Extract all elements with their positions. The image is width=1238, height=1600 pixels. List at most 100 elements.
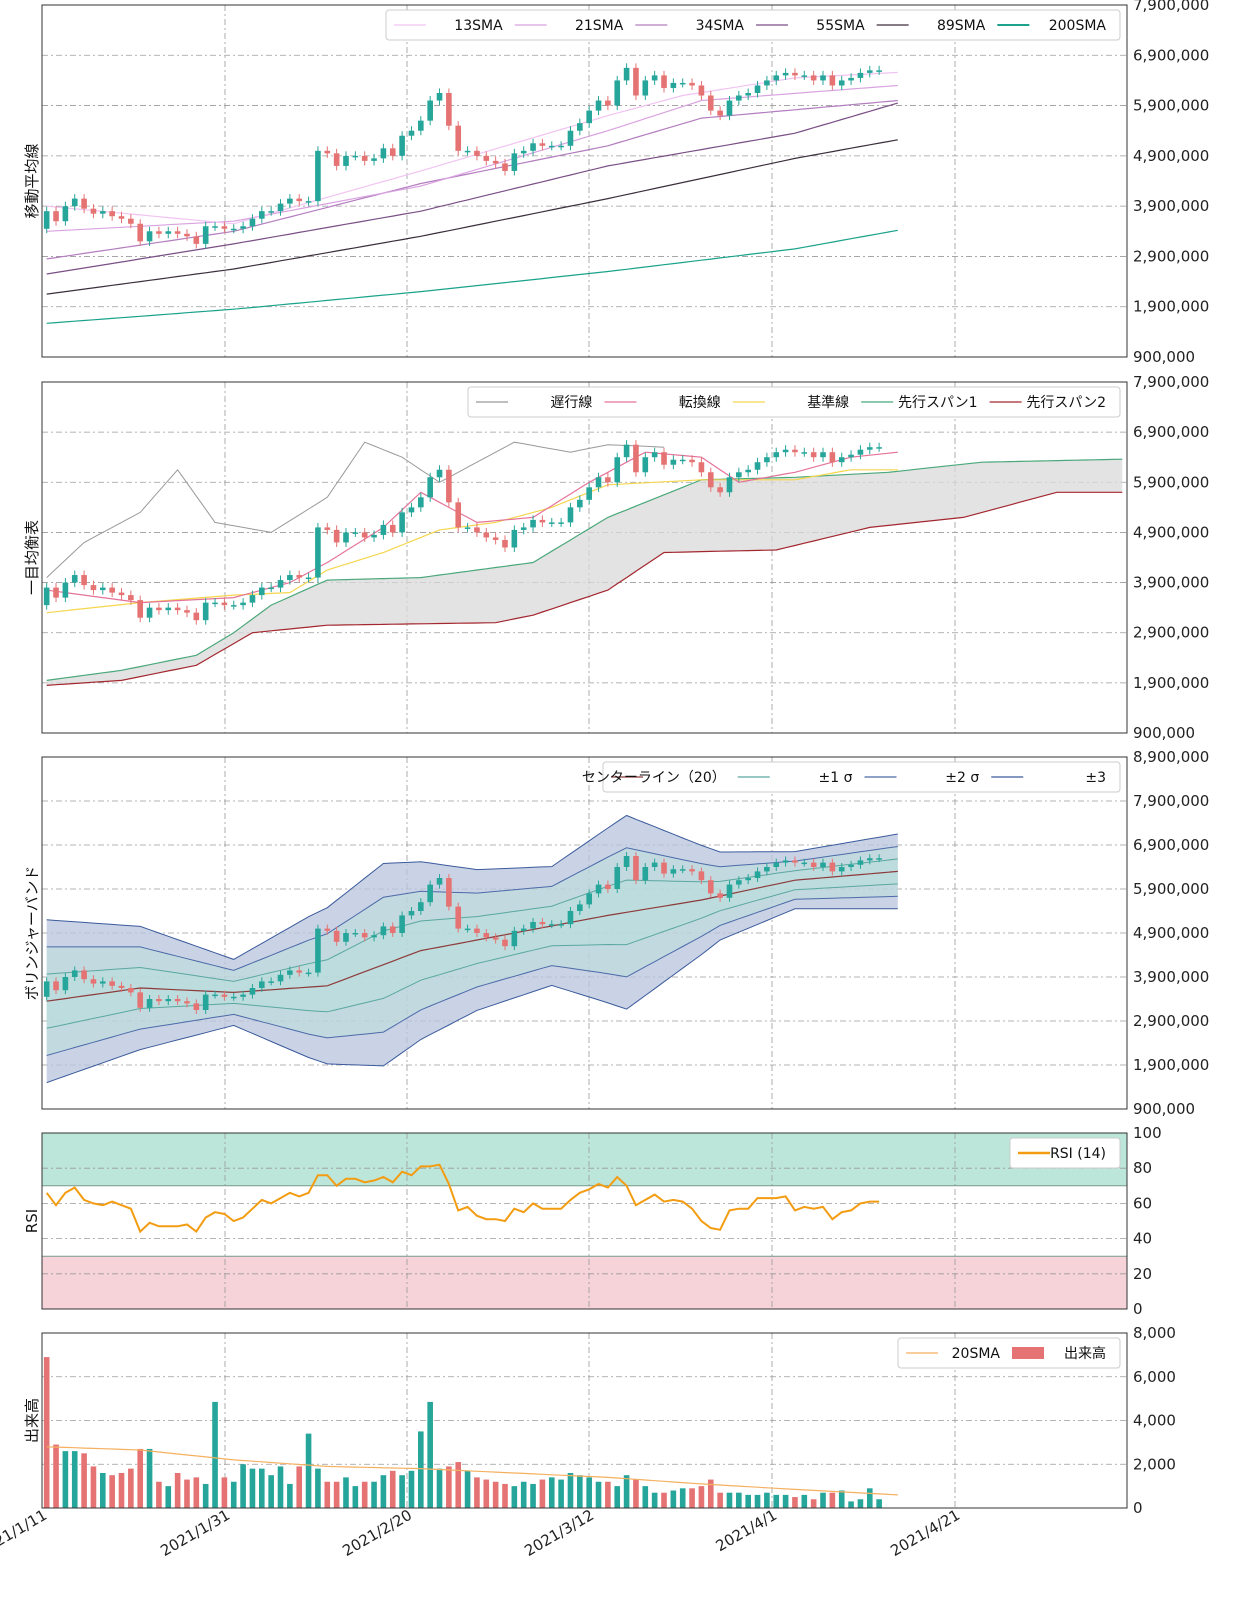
candle <box>109 211 115 217</box>
volume-bar <box>277 1466 284 1508</box>
candles-ichimoku <box>43 440 882 625</box>
candle <box>427 884 433 903</box>
volume-bar <box>324 1481 331 1508</box>
candle <box>53 981 59 991</box>
legend-label: ±3 <box>1085 770 1106 786</box>
volume-bar <box>128 1468 134 1508</box>
candle <box>530 922 536 929</box>
y-tick-label: 7,900,000 <box>1133 0 1209 14</box>
volume-bar <box>156 1481 162 1508</box>
candle <box>343 532 349 543</box>
candle <box>202 602 209 621</box>
volume-bar <box>109 1475 115 1508</box>
volume-bar <box>62 1451 69 1508</box>
candle <box>277 580 284 588</box>
candle <box>866 70 873 73</box>
y-tick-label: 4,900,000 <box>1133 924 1209 942</box>
candle <box>623 67 630 81</box>
volume-bar <box>736 1492 742 1508</box>
sma13-line <box>46 71 898 225</box>
legend-label: ±2 σ <box>945 770 979 786</box>
candle <box>146 999 153 1008</box>
candle <box>174 231 181 234</box>
candle <box>212 226 218 228</box>
candle <box>109 587 115 593</box>
candle <box>193 612 200 621</box>
legend-label: 21SMA <box>575 18 624 34</box>
oversold-zone <box>42 1256 1127 1309</box>
candle <box>736 472 742 478</box>
volume-bar <box>614 1486 621 1508</box>
candle <box>492 937 499 940</box>
legend: センターライン（20） ±1 σ ±2 σ ±3 <box>582 761 1121 793</box>
candle <box>352 933 359 935</box>
volume-bar <box>848 1501 854 1508</box>
volume-bar <box>792 1497 798 1508</box>
candle <box>240 994 246 997</box>
candle <box>623 856 630 867</box>
candle <box>848 454 854 458</box>
candle <box>361 155 368 161</box>
legend-box <box>897 1337 1121 1369</box>
candle <box>389 148 396 156</box>
volume-bar <box>333 1481 340 1508</box>
volume-bar <box>876 1499 882 1508</box>
candle <box>614 80 621 106</box>
y-tick-label: 900,000 <box>1133 724 1195 742</box>
candle <box>661 452 667 465</box>
volume-bar <box>820 1492 826 1508</box>
y-tick-label: 2,900,000 <box>1133 247 1209 265</box>
candle <box>156 231 162 234</box>
panel-frame <box>41 4 1128 358</box>
candle <box>287 198 293 204</box>
candle <box>109 981 115 986</box>
candle <box>399 512 405 533</box>
candle <box>315 928 321 973</box>
legend-label: 先行スパン1 <box>898 395 978 411</box>
candle <box>128 988 134 993</box>
candle <box>165 999 172 1002</box>
candle <box>736 880 742 885</box>
candle <box>361 933 368 938</box>
volume-bar <box>221 1477 228 1508</box>
candle <box>661 862 667 874</box>
volume-bar <box>595 1481 602 1508</box>
volume-bars <box>43 1357 882 1508</box>
candle <box>520 928 527 931</box>
candle <box>548 145 555 148</box>
volume-bar <box>389 1470 396 1508</box>
panel-frame <box>41 381 1128 734</box>
volume-bar <box>193 1477 200 1508</box>
candle <box>455 502 462 528</box>
x-tick-label: 2021/3/12 <box>521 1506 597 1560</box>
candle <box>633 67 639 96</box>
candle <box>866 858 873 861</box>
candle <box>399 915 405 933</box>
volume-bar <box>418 1431 424 1508</box>
candle <box>259 981 265 988</box>
volume-bar <box>53 1444 59 1508</box>
candle <box>605 884 611 889</box>
candle <box>530 143 536 151</box>
candle <box>754 85 761 93</box>
candle <box>530 519 536 528</box>
legend-box <box>385 9 1121 41</box>
candle <box>745 469 751 473</box>
candle <box>651 862 658 867</box>
band3-lower-line <box>46 908 898 1084</box>
candle <box>764 80 770 86</box>
y-tick-label: 6,900,000 <box>1133 836 1209 854</box>
y-tick-label: 5,900,000 <box>1133 97 1209 115</box>
volume-bar <box>165 1486 172 1508</box>
y-tick-label: 60 <box>1133 1194 1152 1212</box>
candle <box>810 862 817 867</box>
candle <box>717 893 723 898</box>
candle <box>876 447 882 449</box>
candle <box>380 148 387 159</box>
candle <box>62 582 69 598</box>
candle <box>249 595 256 603</box>
candle <box>502 939 508 947</box>
candle <box>801 862 808 865</box>
rsi-line <box>45 1163 880 1234</box>
